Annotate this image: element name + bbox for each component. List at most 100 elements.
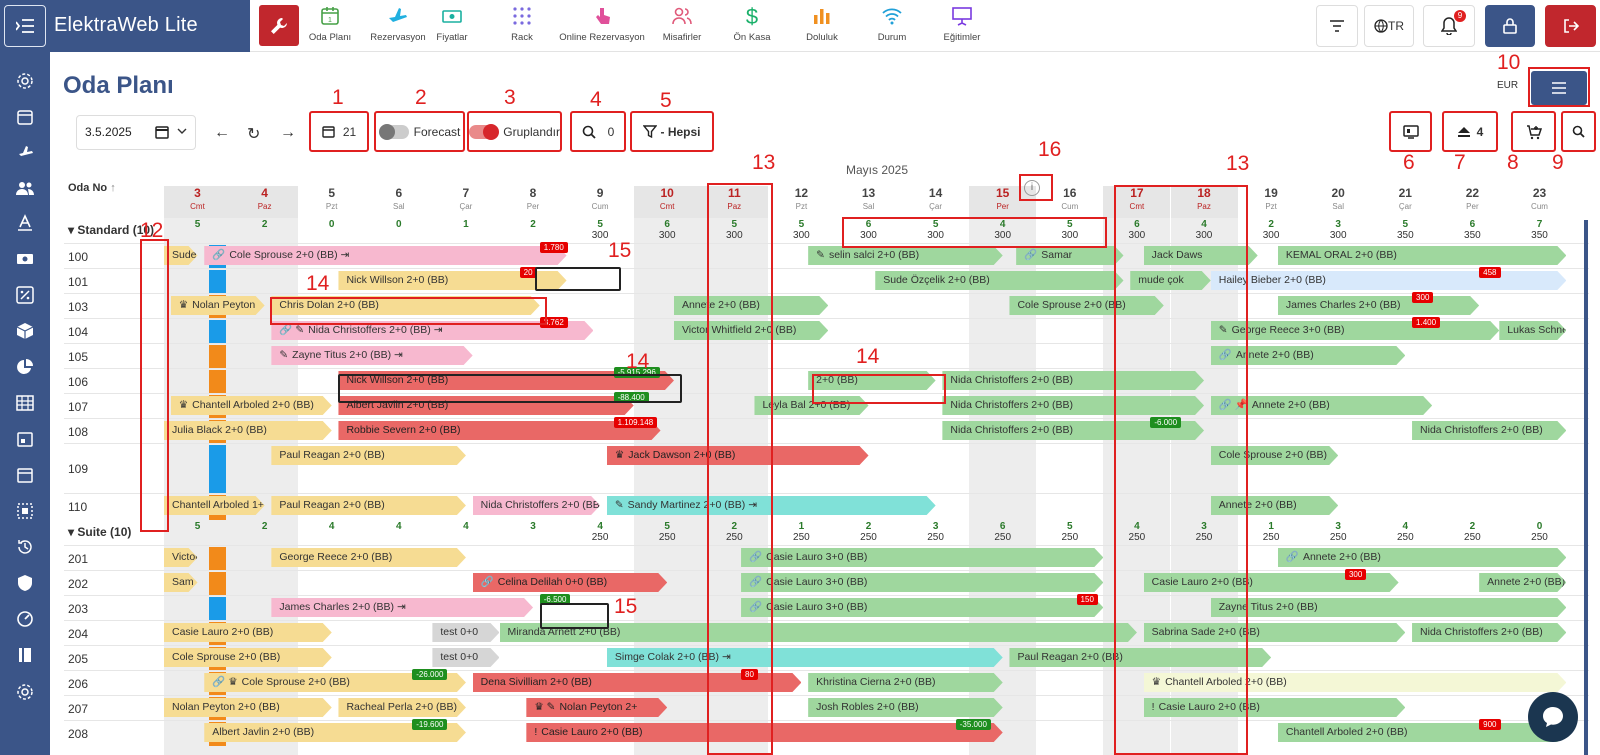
booking-bar[interactable]: 🔗 ♛ Cole Sprouse 2+0 (BB) xyxy=(204,673,466,692)
day-header[interactable]: 20 Sal xyxy=(1305,186,1372,218)
nav-doluluk[interactable]: Doluluk xyxy=(776,3,868,43)
balance-badge[interactable]: -5.915.296 xyxy=(613,367,660,378)
room-number[interactable]: 103 xyxy=(68,299,89,314)
room-number[interactable]: 105 xyxy=(68,349,89,364)
vertical-scrollbar[interactable] xyxy=(1584,220,1588,755)
sidebar-users-icon[interactable] xyxy=(13,176,37,200)
day-header[interactable]: 4 Paz xyxy=(231,186,299,218)
room-number[interactable]: 208 xyxy=(68,726,89,741)
sidebar-calendar-icon[interactable] xyxy=(13,105,37,129)
day-header[interactable]: 11 Paz xyxy=(700,186,768,218)
booking-bar[interactable]: Albert Javlin 2+0 (BB) xyxy=(338,396,633,415)
booking-bar[interactable]: test 0+0 xyxy=(432,648,499,667)
sidebar-gear-icon[interactable] xyxy=(13,680,37,704)
balance-badge[interactable]: 458 xyxy=(1479,267,1501,278)
booking-bar[interactable]: Paul Reagan 2+0 (BB) xyxy=(1009,648,1271,667)
sidebar-table-icon[interactable] xyxy=(13,391,37,415)
forecast-switch[interactable] xyxy=(378,123,409,140)
booking-bar[interactable]: Cole Sprouse 2+0 (BB) xyxy=(1009,296,1163,315)
sidebar-book-icon[interactable] xyxy=(13,643,37,667)
booking-bar[interactable]: ♛ Chantell Arboled 2+0 (BB) xyxy=(171,396,332,415)
booking-bar[interactable]: ✎ Sandy Martinez 2+0 (BB) ⇥ xyxy=(607,496,936,515)
booking-bar[interactable]: Casie Lauro 2+0 (BB) xyxy=(1144,573,1399,592)
balance-badge[interactable]: -88.400 xyxy=(613,392,649,403)
booking-bar[interactable]: Jack Daws xyxy=(1144,246,1258,265)
booking-bar[interactable]: ! Casie Lauro 2+0 (BB) xyxy=(526,723,1002,742)
group-header[interactable]: ▾ Standard (10) xyxy=(64,220,160,240)
day-header[interactable]: 10 Cmt xyxy=(633,186,701,218)
day-header[interactable]: 19 Pzt xyxy=(1238,186,1305,218)
balance-badge[interactable]: 80 xyxy=(741,669,758,680)
booking-bar[interactable]: 🔗 📌 Annete 2+0 (BB) xyxy=(1211,396,1432,415)
room-number[interactable]: 207 xyxy=(68,701,89,716)
booking-bar[interactable]: Paul Reagan 2+0 (BB) xyxy=(271,496,466,515)
chat-button[interactable] xyxy=(1528,692,1578,742)
notifications-button[interactable]: 9 xyxy=(1423,5,1475,47)
booking-bar[interactable]: James Charles 2+0 (BB) ⇥ xyxy=(271,598,533,617)
booking-bar[interactable]: Nida Christoffers 2+0 (BB) xyxy=(473,496,600,515)
room-number[interactable]: 107 xyxy=(68,399,89,414)
room-number[interactable]: 104 xyxy=(68,324,89,339)
info-icon[interactable]: i xyxy=(1024,180,1040,196)
balance-badge[interactable]: 1.109.148 xyxy=(613,417,658,428)
add-to-cart-button[interactable] xyxy=(1511,111,1556,152)
booking-bar[interactable]: Sude xyxy=(164,246,198,265)
group-toggle[interactable]: Gruplandır xyxy=(467,111,562,152)
balance-badge[interactable]: -6.000 xyxy=(1150,417,1182,428)
booking-bar[interactable]: Robbie Severn 2+0 (BB) xyxy=(338,421,660,440)
booking-bar[interactable]: Chris Dolan 2+0 (BB) xyxy=(271,296,539,315)
booking-bar[interactable]: Nida Christoffers 2+0 (BB) xyxy=(942,371,1204,390)
booking-bar[interactable]: 🔗 ✎ Nida Christoffers 2+0 (BB) ⇥ xyxy=(271,321,593,340)
day-header[interactable]: 7 Çar xyxy=(432,186,499,218)
tools-button[interactable] xyxy=(259,5,299,46)
booking-bar[interactable]: ✎ Zayne Titus 2+0 (BB) ⇥ xyxy=(271,346,472,365)
booking-bar[interactable]: Zayne Titus 2+0 (BB) xyxy=(1211,598,1567,617)
booking-bar[interactable]: Paul Reagan 2+0 (BB) xyxy=(271,446,466,465)
booking-bar[interactable]: Chantell Arboled 1+ xyxy=(164,496,265,515)
booking-bar[interactable]: 🔗 Annete 2+0 (BB) xyxy=(1211,346,1406,365)
nav-fiyatlar[interactable]: Fiyatlar xyxy=(406,3,498,43)
group-chevron-icon[interactable]: ▾ xyxy=(68,223,78,237)
room-status-strip[interactable] xyxy=(209,572,226,596)
booking-bar[interactable]: Dena Sivilliam 2+0 (BB) xyxy=(473,673,802,692)
sidebar-settings-icon[interactable] xyxy=(13,69,37,93)
booking-bar[interactable]: Khristina Cierna 2+0 (BB) xyxy=(808,673,1003,692)
balance-badge[interactable]: 300 xyxy=(1412,292,1434,303)
previous-arrow-icon[interactable]: ← xyxy=(214,124,230,141)
filter-button[interactable]: - Hepsi xyxy=(630,111,714,152)
booking-bar[interactable]: 🔗 Casie Lauro 3+0 (BB) xyxy=(741,548,1103,567)
booking-bar[interactable]: Hailey Bieber 2+0 (BB) xyxy=(1211,271,1567,290)
view-menu-button[interactable] xyxy=(1531,71,1587,105)
booking-bar[interactable]: Casie Lauro 2+0 (BB) xyxy=(164,623,332,642)
booking-bar[interactable]: Nida Christoffers 2+0 (BB) xyxy=(1412,623,1566,642)
room-search-button[interactable] xyxy=(1561,111,1596,152)
balance-badge[interactable]: 1.400 xyxy=(1412,317,1441,328)
room-number-header[interactable]: Oda No ↑ xyxy=(68,182,116,194)
booking-bar[interactable]: ♛ Chantell Arboled 2+0 (BB) xyxy=(1144,673,1567,692)
search-button[interactable]: 0 xyxy=(570,111,626,152)
booking-bar[interactable]: Nida Christoffers 2+0 (BB) xyxy=(942,421,1204,440)
currency-label[interactable]: EUR xyxy=(1497,80,1519,91)
balance-badge[interactable]: -26.000 xyxy=(412,669,448,680)
room-status-strip[interactable] xyxy=(209,320,226,344)
booking-bar[interactable]: Simge Colak 2+0 (BB) ⇥ xyxy=(607,648,1003,667)
room-status-strip[interactable] xyxy=(209,370,226,394)
room-number[interactable]: 100 xyxy=(68,249,89,264)
room-number[interactable]: 206 xyxy=(68,676,89,691)
room-number[interactable]: 204 xyxy=(68,626,89,641)
booking-bar[interactable]: 🔗 Casie Lauro 3+0 (BB) xyxy=(741,573,1103,592)
booking-bar[interactable]: Chantell Arboled 2+0 (BB) xyxy=(1278,723,1567,742)
booking-bar[interactable]: Sabrina Sade 2+0 (BB) xyxy=(1144,623,1406,642)
forecast-toggle[interactable]: Forecast xyxy=(374,111,465,152)
booking-bar[interactable]: Leyla Bal 2+0 (BB) xyxy=(754,396,868,415)
booking-bar[interactable]: ♛ Jack Dawson 2+0 (BB) xyxy=(607,446,869,465)
booking-bar[interactable]: Annete 2+0 (BB) xyxy=(674,296,828,315)
day-header[interactable]: 9 Cum xyxy=(567,186,634,218)
booking-bar[interactable]: KEMAL ORAL 2+0 (BB) xyxy=(1278,246,1567,265)
room-status-button[interactable] xyxy=(1389,111,1432,152)
booking-bar[interactable]: test 0+0 xyxy=(432,623,499,642)
booking-bar[interactable]: George Reece 2+0 (BB) xyxy=(271,548,466,567)
room-status-strip[interactable] xyxy=(209,445,226,494)
booking-bar[interactable]: ♛ Nolan Peyton xyxy=(171,296,265,315)
room-number[interactable]: 108 xyxy=(68,424,89,439)
